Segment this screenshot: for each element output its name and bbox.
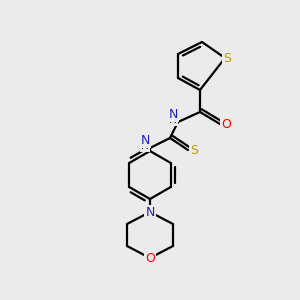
Text: N: N (145, 206, 155, 218)
Text: S: S (223, 52, 231, 64)
Text: S: S (190, 143, 198, 157)
Text: O: O (221, 118, 231, 130)
Text: H: H (169, 115, 177, 125)
Text: H: H (141, 141, 149, 151)
Text: O: O (145, 251, 155, 265)
Text: N: N (168, 107, 178, 121)
Text: N: N (140, 134, 150, 146)
